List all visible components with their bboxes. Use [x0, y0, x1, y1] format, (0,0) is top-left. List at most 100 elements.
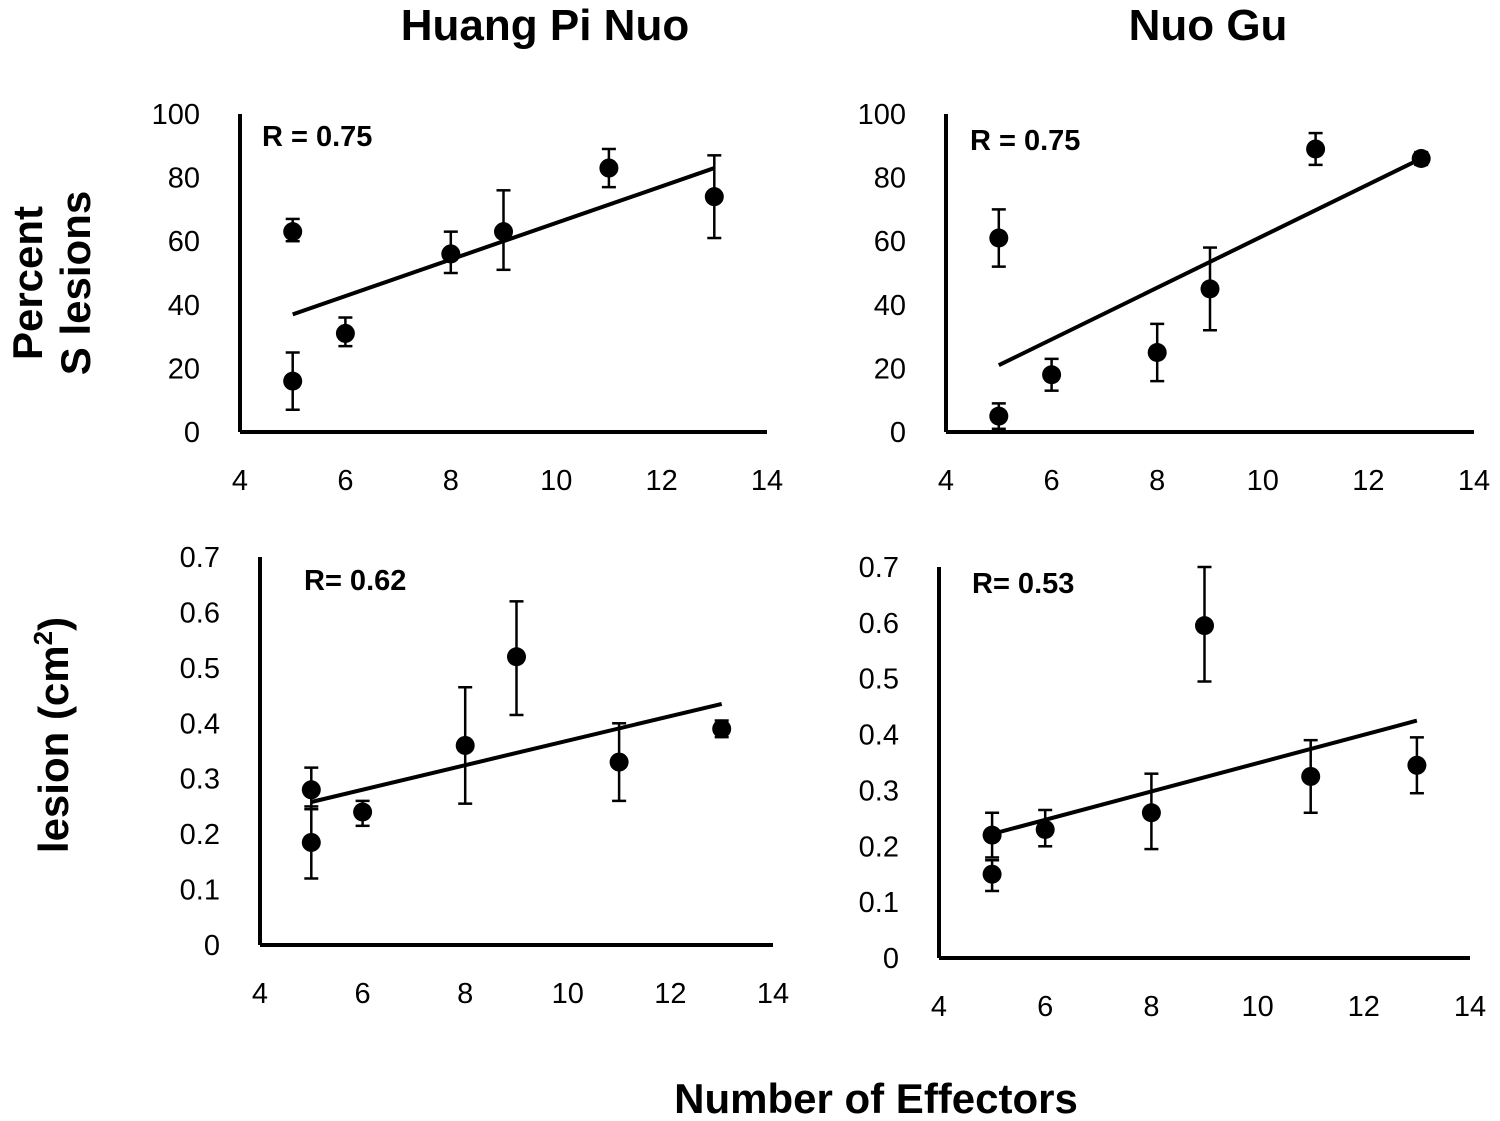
- x-tick-label: 8: [443, 465, 459, 497]
- y-tick-label: 0.2: [180, 819, 220, 851]
- data-point-group: [1301, 738, 1321, 815]
- data-point-group: [1411, 149, 1431, 169]
- x-tick-label: 4: [252, 978, 268, 1010]
- y-tick-label: 40: [874, 290, 906, 322]
- y-tick-label: 0.6: [859, 608, 899, 640]
- y-tick-label: 0.7: [180, 542, 220, 574]
- data-point: [1147, 343, 1167, 362]
- x-tick-label: 8: [457, 978, 473, 1010]
- data-point-group: [301, 766, 321, 811]
- data-point: [301, 780, 321, 800]
- panel-bottom-right: 0 0.1 0.2 0.3 0.4 0.5 0.6 0.7 4 6 8 10 12 14 R= 0.53: [859, 552, 1486, 1023]
- title-right: Nuo Gu: [1129, 1, 1288, 50]
- data-point: [982, 825, 1002, 845]
- y-tick-label: 20: [874, 353, 906, 385]
- y-tick-label: 0.4: [859, 720, 899, 752]
- data-point: [507, 647, 526, 667]
- panel-top-right: 0 20 40 60 80 100 4 6 8 10 12 14 R = 0.75: [858, 99, 1491, 497]
- x-tick-label: 4: [931, 991, 947, 1023]
- ylabel-top-line1: Percent: [4, 206, 51, 360]
- y-tick-label: 0: [184, 417, 200, 449]
- data-point-group: [441, 230, 461, 275]
- y-tick-label: 60: [874, 226, 906, 258]
- data-point-group: [507, 600, 526, 717]
- x-tick-label: 8: [1143, 991, 1159, 1023]
- title-left: Huang Pi Nuo: [401, 1, 689, 50]
- data-point: [1411, 149, 1431, 169]
- data-point-group: [1141, 772, 1161, 851]
- data-point-group: [712, 719, 732, 739]
- ylabel-bottom-sup: 2: [28, 631, 58, 645]
- data-point-group: [989, 402, 1009, 431]
- data-point: [1306, 139, 1326, 159]
- data-point-group: [982, 859, 1002, 893]
- data-point-group: [1147, 322, 1167, 383]
- x-tick-label: 12: [645, 465, 677, 497]
- y-tick-label: 0: [883, 943, 899, 975]
- data-point: [982, 864, 1002, 884]
- y-tick-label: 80: [168, 163, 200, 195]
- y-tick-label: 60: [168, 226, 200, 258]
- ylabel-bottom-text: lesion (cm: [30, 645, 77, 853]
- data-point: [335, 323, 355, 343]
- ylabel-top: Percent S lesions: [4, 191, 99, 375]
- panel-bottom-left: 0 0.1 0.2 0.3 0.4 0.5 0.6 0.7 4 6 8 10 12 14 R= 0.62: [180, 542, 789, 1010]
- data-point: [712, 719, 732, 739]
- x-tick-label: 12: [1348, 991, 1380, 1023]
- data-point-group: [455, 686, 475, 805]
- data-point-group: [982, 811, 1002, 859]
- x-tick-label: 14: [751, 465, 783, 497]
- x-tick-label: 14: [757, 978, 789, 1010]
- x-tick-label: 12: [654, 978, 686, 1010]
- data-point: [455, 735, 475, 755]
- data-point-group: [283, 351, 303, 411]
- y-tick-label: 0.4: [180, 708, 220, 740]
- y-tick-label: 20: [168, 353, 200, 385]
- trend-line: [310, 701, 723, 804]
- y-tick-label: 100: [858, 99, 906, 131]
- data-point: [494, 222, 513, 242]
- data-point-group: [335, 316, 355, 348]
- ylabel-top-line2: S lesions: [52, 191, 99, 375]
- data-point-group: [1200, 246, 1220, 332]
- x-tick-label: 4: [232, 465, 248, 497]
- data-point-group: [704, 154, 724, 240]
- y-tick-label: 0.3: [180, 764, 220, 796]
- r-value-annotation: R= 0.62: [304, 565, 406, 597]
- data-point: [283, 222, 303, 242]
- data-point-group: [1195, 565, 1214, 683]
- data-point-group: [494, 189, 513, 272]
- data-point-group: [1035, 808, 1055, 848]
- data-point: [441, 244, 461, 264]
- data-point: [599, 158, 619, 178]
- y-tick-label: 100: [152, 99, 200, 131]
- y-tick-label: 0.5: [180, 653, 220, 685]
- x-tick-label: 14: [1458, 465, 1490, 497]
- y-tick-label: 80: [874, 163, 906, 195]
- x-tick-label: 10: [1241, 991, 1273, 1023]
- y-tick-label: 0.1: [180, 875, 220, 907]
- y-tick-label: 0.1: [859, 887, 899, 919]
- r-value-annotation: R= 0.53: [972, 568, 1074, 600]
- data-point: [989, 228, 1009, 248]
- y-tick-label: 0.5: [859, 664, 899, 696]
- data-point-group: [283, 217, 303, 243]
- data-point: [283, 371, 303, 391]
- data-point: [301, 832, 321, 852]
- data-point: [1407, 755, 1427, 775]
- data-point: [1035, 820, 1055, 840]
- data-point: [989, 406, 1009, 426]
- x-tick-label: 4: [938, 465, 954, 497]
- data-point-group: [599, 147, 619, 189]
- data-point: [1301, 766, 1321, 786]
- ylabel-bottom-close: ): [30, 617, 77, 631]
- x-tick-label: 10: [540, 465, 572, 497]
- x-tick-label: 14: [1454, 991, 1486, 1023]
- data-point-group: [1042, 357, 1062, 392]
- r-value-annotation: R = 0.75: [970, 125, 1080, 157]
- panel-top-left: 0 20 40 60 80 100 4 6 8 10 12 14 R = 0.75: [152, 99, 784, 497]
- data-point: [1042, 365, 1062, 385]
- data-point: [353, 802, 373, 822]
- data-point-group: [1306, 131, 1326, 167]
